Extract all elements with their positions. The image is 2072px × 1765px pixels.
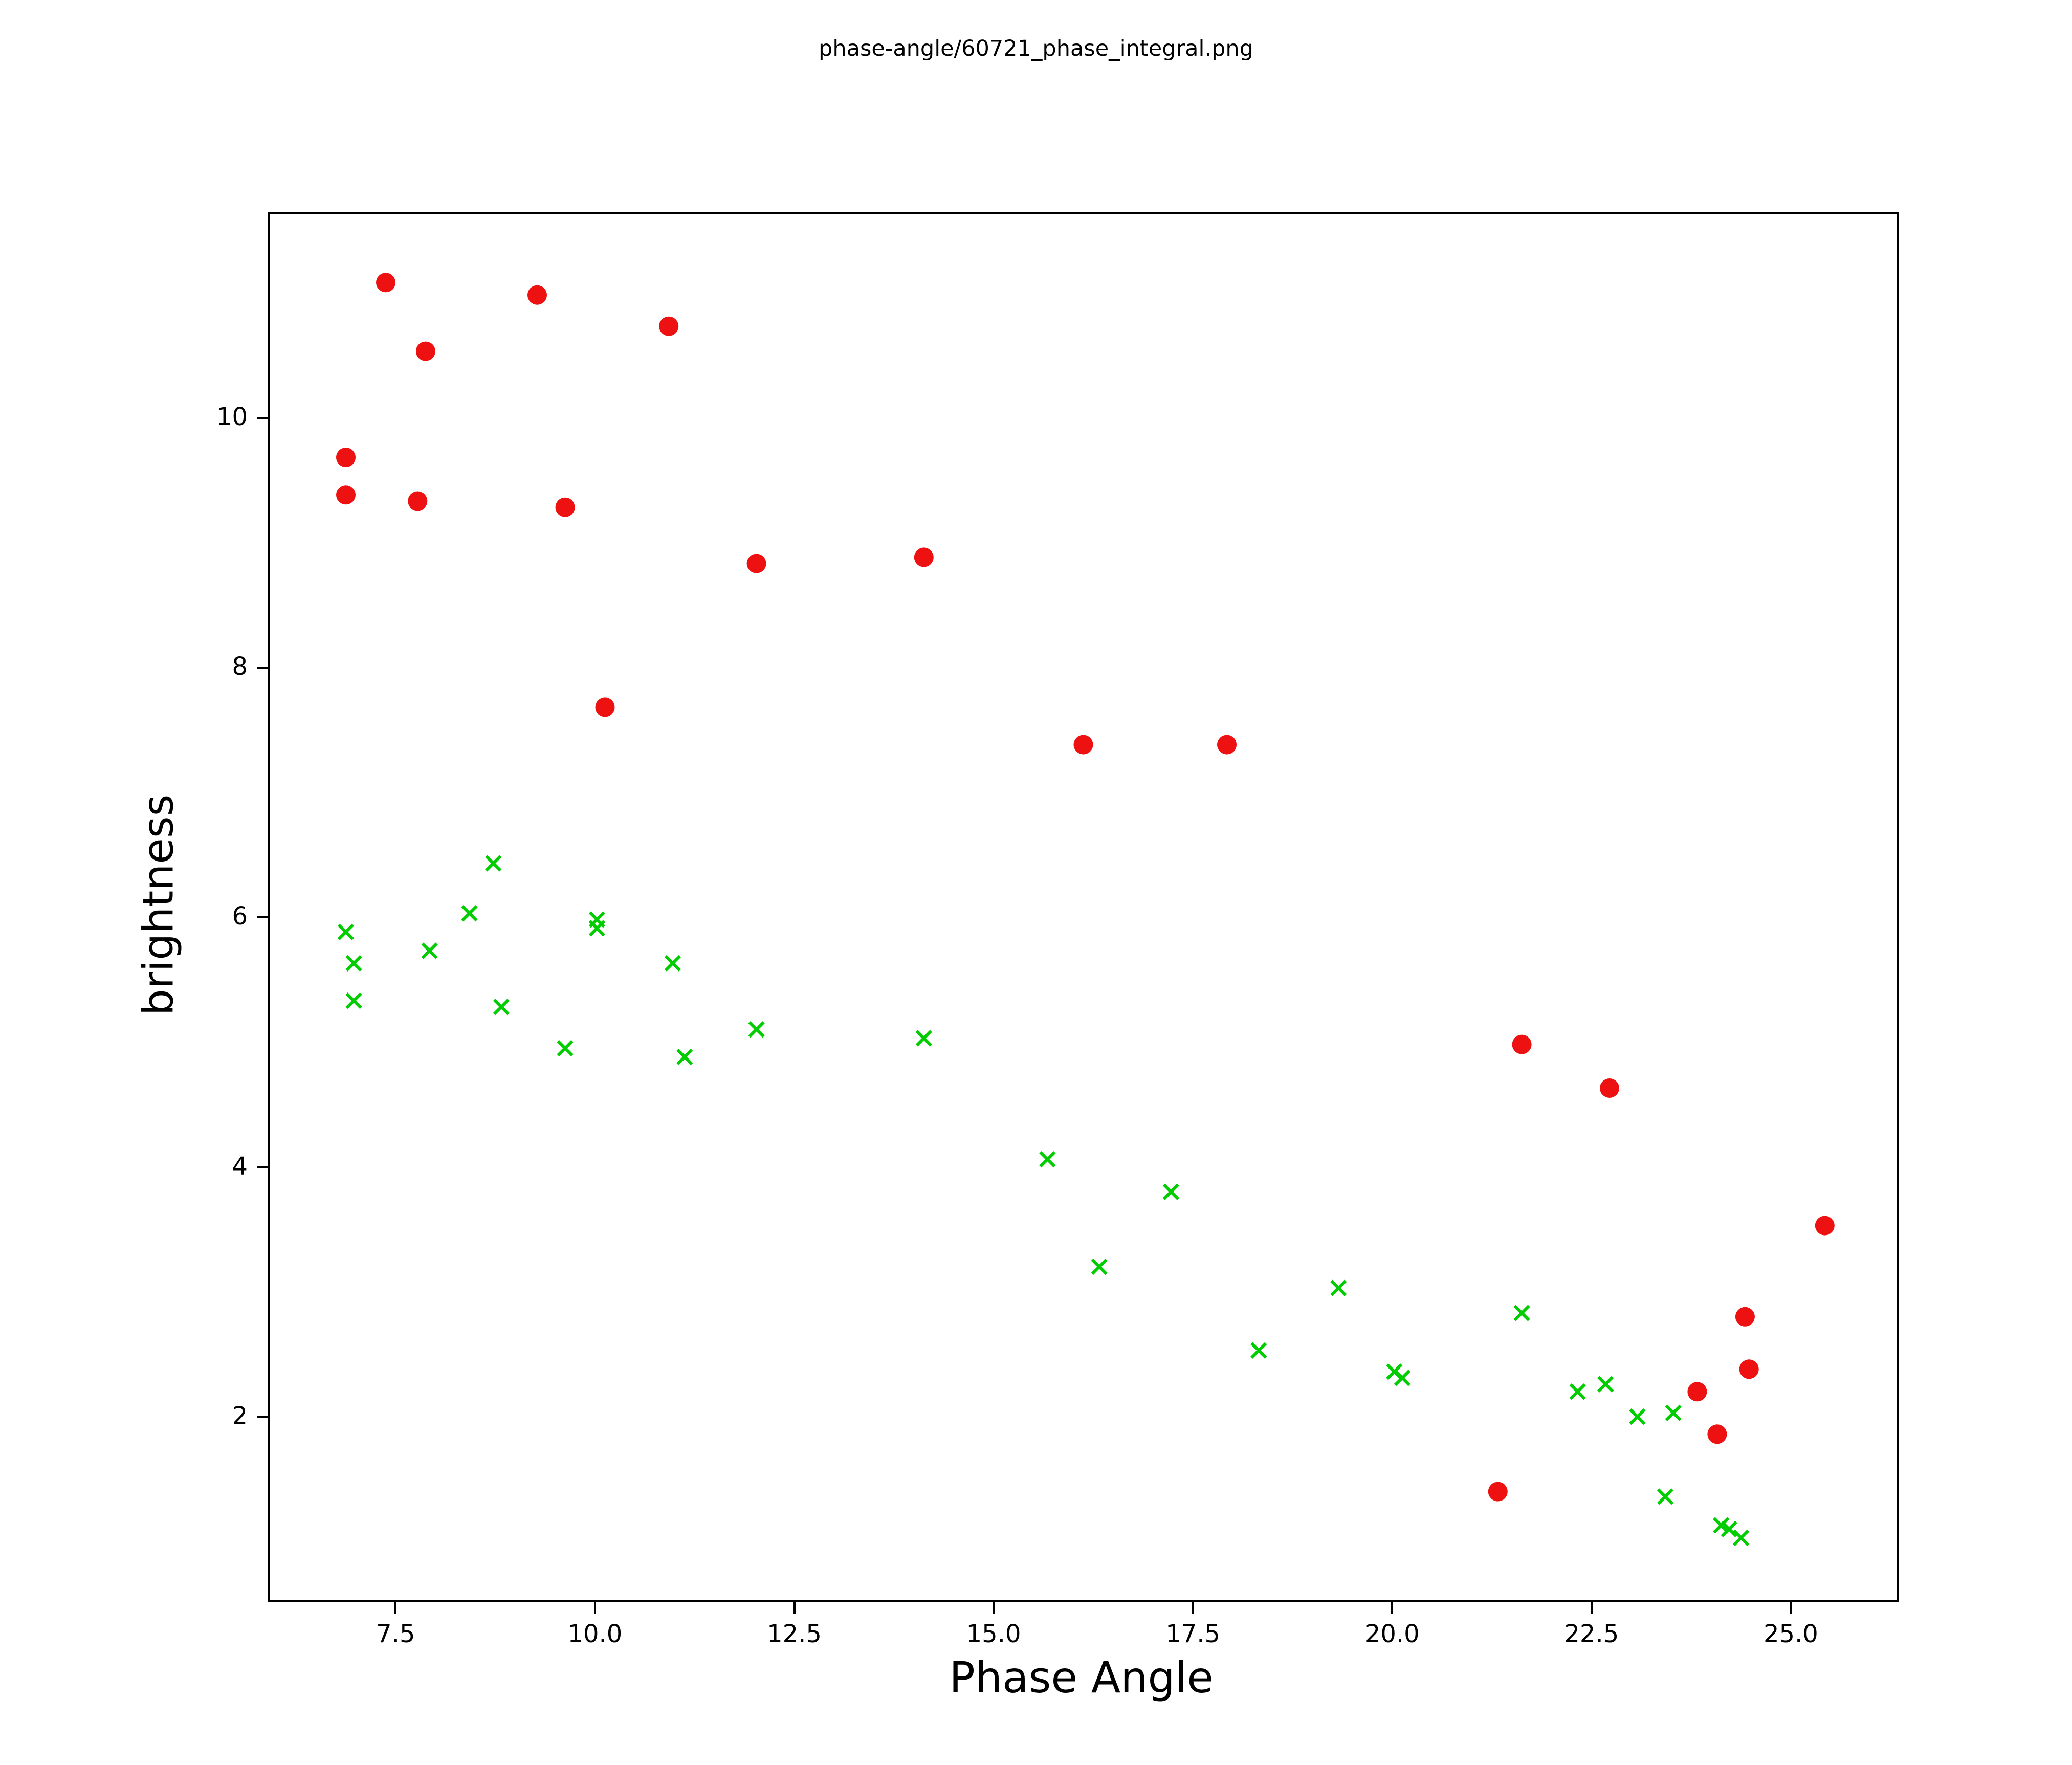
x-tick-label: 10.0 (567, 1620, 623, 1648)
scatter-point-red-circles (1707, 1424, 1727, 1444)
x-tick-mark (1790, 1602, 1792, 1614)
y-tick-label: 10 (216, 402, 248, 431)
scatter-point-red-circles (595, 697, 615, 717)
scatter-point-green-crosses (1394, 1370, 1410, 1386)
scatter-point-green-crosses (1162, 1183, 1180, 1200)
scatter-point-green-crosses (345, 955, 362, 972)
scatter-point-red-circles (1073, 735, 1093, 755)
x-tick-label: 15.0 (966, 1620, 1021, 1648)
scatter-point-green-crosses (1629, 1408, 1646, 1425)
x-tick-label: 22.5 (1564, 1620, 1619, 1648)
scatter-point-red-circles (659, 316, 679, 336)
scatter-point-green-crosses (557, 1040, 574, 1057)
scatter-point-red-circles (376, 273, 395, 293)
y-tick-label: 4 (232, 1152, 248, 1181)
y-tick-mark (257, 667, 268, 669)
scatter-point-green-crosses (748, 1021, 765, 1038)
scatter-point-green-crosses (345, 992, 362, 1009)
scatter-point-green-crosses (1732, 1529, 1750, 1547)
scatter-point-red-circles (914, 547, 934, 567)
x-axis-label: Phase Angle (949, 1652, 1214, 1703)
x-tick-mark (394, 1602, 397, 1614)
scatter-point-green-crosses (1665, 1404, 1682, 1421)
scatter-point-green-crosses (1091, 1258, 1108, 1275)
scatter-point-green-crosses (1657, 1488, 1674, 1505)
y-tick-label: 8 (232, 652, 248, 681)
scatter-point-red-circles (746, 554, 766, 573)
scatter-point-green-crosses (676, 1048, 693, 1066)
scatter-point-green-crosses (1250, 1342, 1267, 1359)
scatter-point-green-crosses (1513, 1305, 1530, 1321)
y-tick-label: 6 (232, 902, 248, 931)
scatter-point-green-crosses (493, 999, 510, 1016)
chart-title: phase-angle/60721_phase_integral.png (819, 36, 1253, 61)
y-axis-label: brightness (134, 794, 183, 1016)
scatter-point-red-circles (408, 491, 428, 511)
scatter-point-green-crosses (485, 855, 502, 872)
plot-area (268, 212, 1899, 1602)
x-tick-label: 17.5 (1165, 1620, 1221, 1648)
scatter-point-green-crosses (588, 920, 606, 937)
scatter-point-red-circles (1687, 1382, 1707, 1402)
scatter-plot-canvas (336, 273, 1835, 1547)
y-tick-label: 2 (232, 1401, 248, 1430)
scatter-point-green-crosses (461, 905, 478, 922)
x-tick-mark (1192, 1602, 1194, 1614)
scatter-point-red-circles (415, 341, 435, 361)
scatter-point-green-crosses (421, 942, 438, 959)
x-tick-mark (793, 1602, 796, 1614)
y-tick-mark (257, 1166, 268, 1168)
scatter-point-red-circles (1512, 1034, 1532, 1054)
scatter-point-green-crosses (1597, 1376, 1614, 1393)
scatter-point-red-circles (1600, 1078, 1619, 1098)
scatter-point-green-crosses (1330, 1279, 1347, 1296)
scatter-point-red-circles (1739, 1359, 1759, 1379)
scatter-point-red-circles (1735, 1307, 1755, 1327)
x-tick-mark (1590, 1602, 1593, 1614)
x-tick-mark (993, 1602, 995, 1614)
scatter-point-red-circles (336, 448, 356, 468)
y-tick-mark (257, 416, 268, 419)
scatter-point-red-circles (1488, 1482, 1508, 1502)
scatter-point-red-circles (1217, 735, 1237, 755)
scatter-point-red-circles (1815, 1216, 1835, 1236)
x-tick-label: 20.0 (1364, 1620, 1420, 1648)
scatter-point-red-circles (555, 497, 575, 517)
y-tick-mark (257, 916, 268, 919)
scatter-point-green-crosses (1039, 1151, 1056, 1168)
x-tick-mark (1391, 1602, 1394, 1614)
scatter-point-green-crosses (664, 955, 681, 972)
scatter-point-red-circles (527, 285, 547, 305)
scatter-point-green-crosses (915, 1030, 932, 1047)
x-tick-label: 25.0 (1763, 1620, 1818, 1648)
x-tick-label: 12.5 (767, 1620, 822, 1648)
x-tick-label: 7.5 (376, 1620, 415, 1648)
scatter-point-green-crosses (337, 923, 355, 940)
scatter-point-green-crosses (1721, 1520, 1737, 1537)
scatter-point-red-circles (336, 485, 356, 505)
x-tick-mark (593, 1602, 596, 1614)
y-tick-mark (257, 1416, 268, 1418)
scatter-point-green-crosses (1569, 1383, 1586, 1400)
